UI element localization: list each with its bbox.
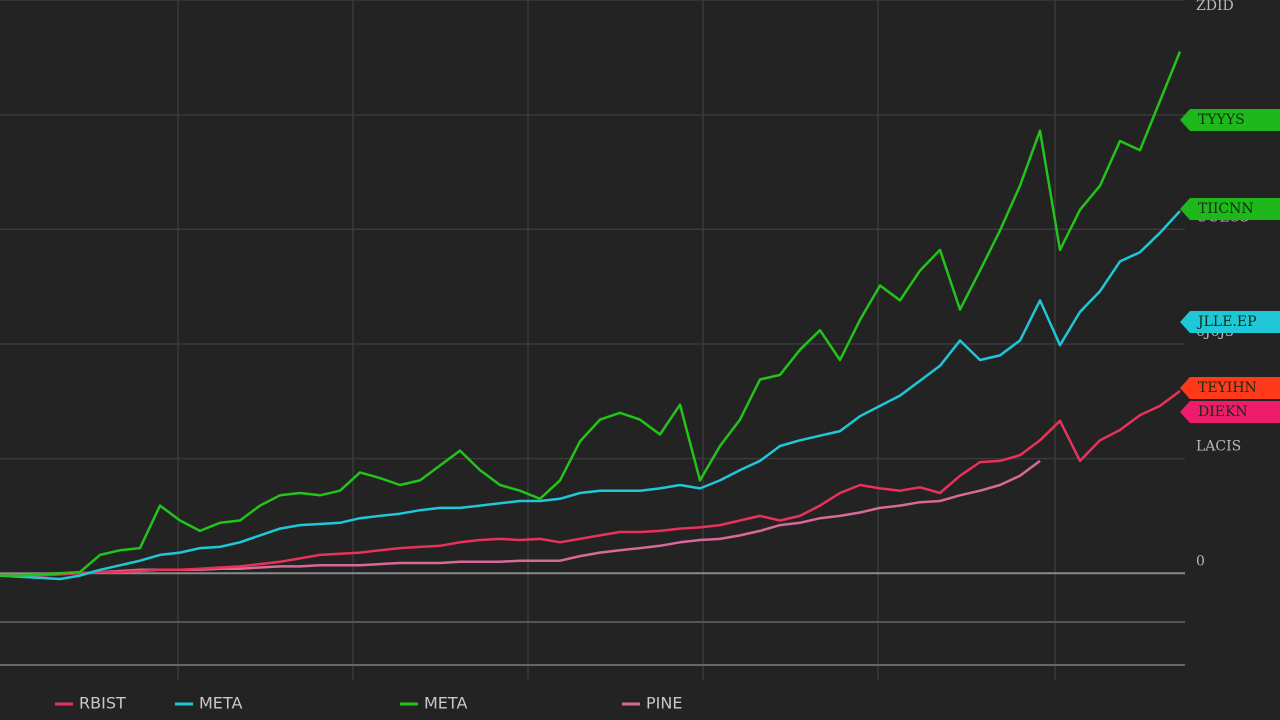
series-line xyxy=(0,389,1181,577)
series-line xyxy=(0,210,1181,581)
y-tick-label: ZDID xyxy=(1196,0,1234,14)
price-tag xyxy=(1180,311,1280,333)
price-tag xyxy=(1180,401,1280,423)
price-tag-label: TYYYS xyxy=(1198,112,1245,128)
vertical-grid xyxy=(177,0,1056,680)
price-tag-label: TEYIHN xyxy=(1198,380,1257,396)
legend-label: META xyxy=(199,694,242,713)
series-line xyxy=(0,459,1041,577)
y-tick-label: LACIS xyxy=(1196,439,1241,455)
price-tag xyxy=(1180,377,1280,399)
legend-label: META xyxy=(424,694,467,713)
legend-label: PINE xyxy=(646,694,682,713)
price-tags: TYYYS TIICNN JLLE.EP TEYIHN DIEKN xyxy=(1180,109,1280,423)
plot xyxy=(0,51,1182,581)
price-tag-label: JLLE.EP xyxy=(1196,314,1257,330)
price-tag xyxy=(1180,198,1280,220)
legend: RBIST META META PINE xyxy=(55,694,682,713)
y-tick-label: 0 xyxy=(1196,553,1205,569)
price-tag xyxy=(1180,109,1280,131)
price-tag-label: DIEKN xyxy=(1198,404,1248,420)
price-tag-label: TIICNN xyxy=(1198,201,1254,217)
legend-label: RBIST xyxy=(79,694,126,713)
series-line xyxy=(0,51,1182,577)
y-ticks: 0LACIS6J6J3UULCSZDID xyxy=(0,0,1249,575)
